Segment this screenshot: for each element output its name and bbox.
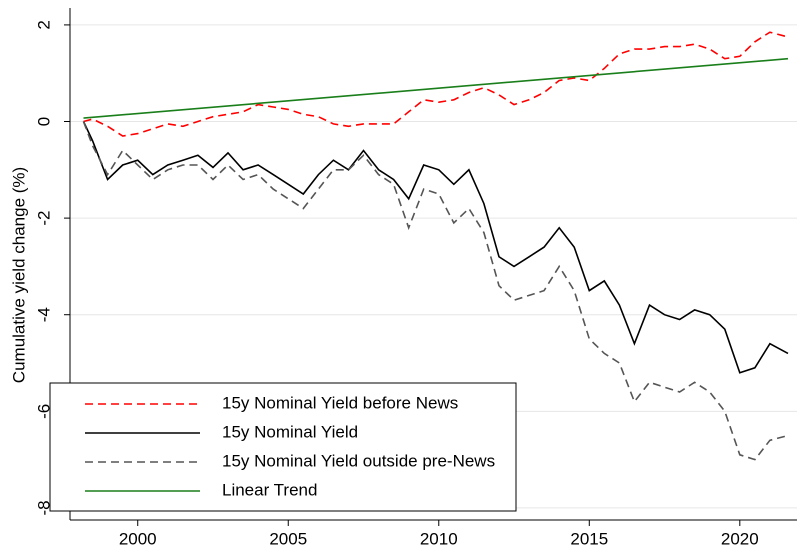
series-line	[82, 121, 789, 374]
y-tick-label: -8	[34, 500, 53, 515]
legend-label: 15y Nominal Yield	[222, 422, 358, 441]
legend-label: 15y Nominal Yield outside pre-News	[222, 451, 495, 470]
legend-label: Linear Trend	[222, 480, 317, 499]
x-tick-label: 2015	[570, 529, 608, 548]
x-tick-label: 2005	[269, 529, 307, 548]
x-tick-label: 2000	[119, 529, 157, 548]
legend-label: 15y Nominal Yield before News	[222, 393, 458, 412]
series-line	[83, 31, 789, 137]
y-tick-label: 2	[34, 20, 53, 29]
x-tick-label: 2010	[420, 529, 458, 548]
x-tick-label: 2020	[721, 529, 759, 548]
y-tick-label: -2	[34, 211, 53, 226]
y-tick-label: -4	[34, 307, 53, 322]
series-line	[83, 57, 789, 119]
y-axis-label: Cumulative yield change (%)	[9, 167, 28, 383]
y-tick-label: 0	[34, 117, 53, 126]
y-tick-label: -6	[34, 404, 53, 419]
series-line	[82, 121, 789, 461]
